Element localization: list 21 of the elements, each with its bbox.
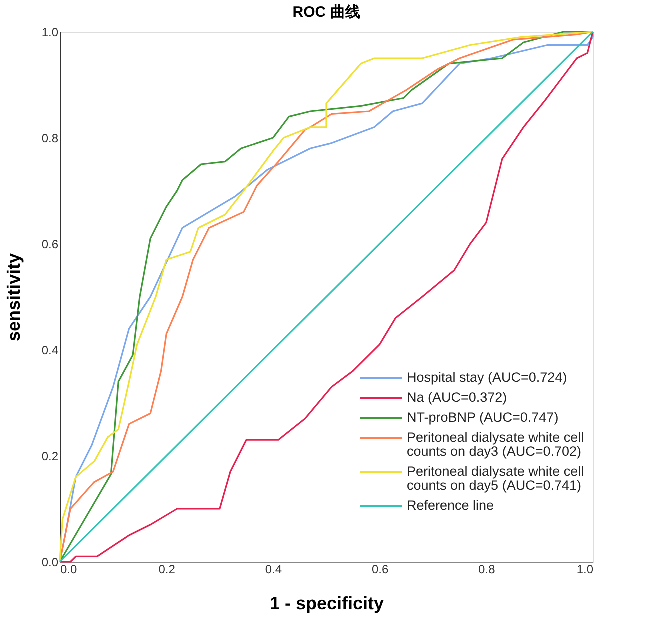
x-tick-label: 0.4 — [265, 562, 282, 576]
x-tick-label: 0.8 — [478, 562, 496, 576]
x-tick-label: 0.0 — [60, 562, 78, 576]
y-axis-title: sensitivity — [4, 253, 24, 342]
y-tick-label: 0.2 — [42, 450, 59, 464]
x-tick-label: 0.2 — [158, 562, 176, 576]
y-tick-label: 0.4 — [42, 344, 59, 358]
legend-label: Peritoneal dialysate white cell counts on day5 (AUC=0.741) — [407, 464, 584, 493]
legend-label: Na (AUC=0.372) — [407, 390, 508, 405]
y-tick-label: 0.8 — [42, 132, 59, 146]
legend-label: NT-proBNP (AUC=0.747) — [407, 410, 559, 425]
line-series — [59, 31, 594, 563]
y-tick-label: 0.6 — [42, 238, 59, 252]
y-tick-label: 1.0 — [42, 26, 59, 40]
x-tick-label: 1.0 — [576, 562, 594, 576]
x-tick-label: 0.6 — [372, 562, 389, 576]
legend-label: Hospital stay (AUC=0.724) — [407, 370, 568, 385]
legend-label: Reference line — [407, 498, 494, 513]
chart-title: ROC 曲线 — [292, 4, 360, 21]
x-axis-title: 1 - specificity — [270, 594, 384, 614]
legend-label: Peritoneal dialysate white cell counts on day3 (AUC=0.702) — [407, 430, 584, 459]
